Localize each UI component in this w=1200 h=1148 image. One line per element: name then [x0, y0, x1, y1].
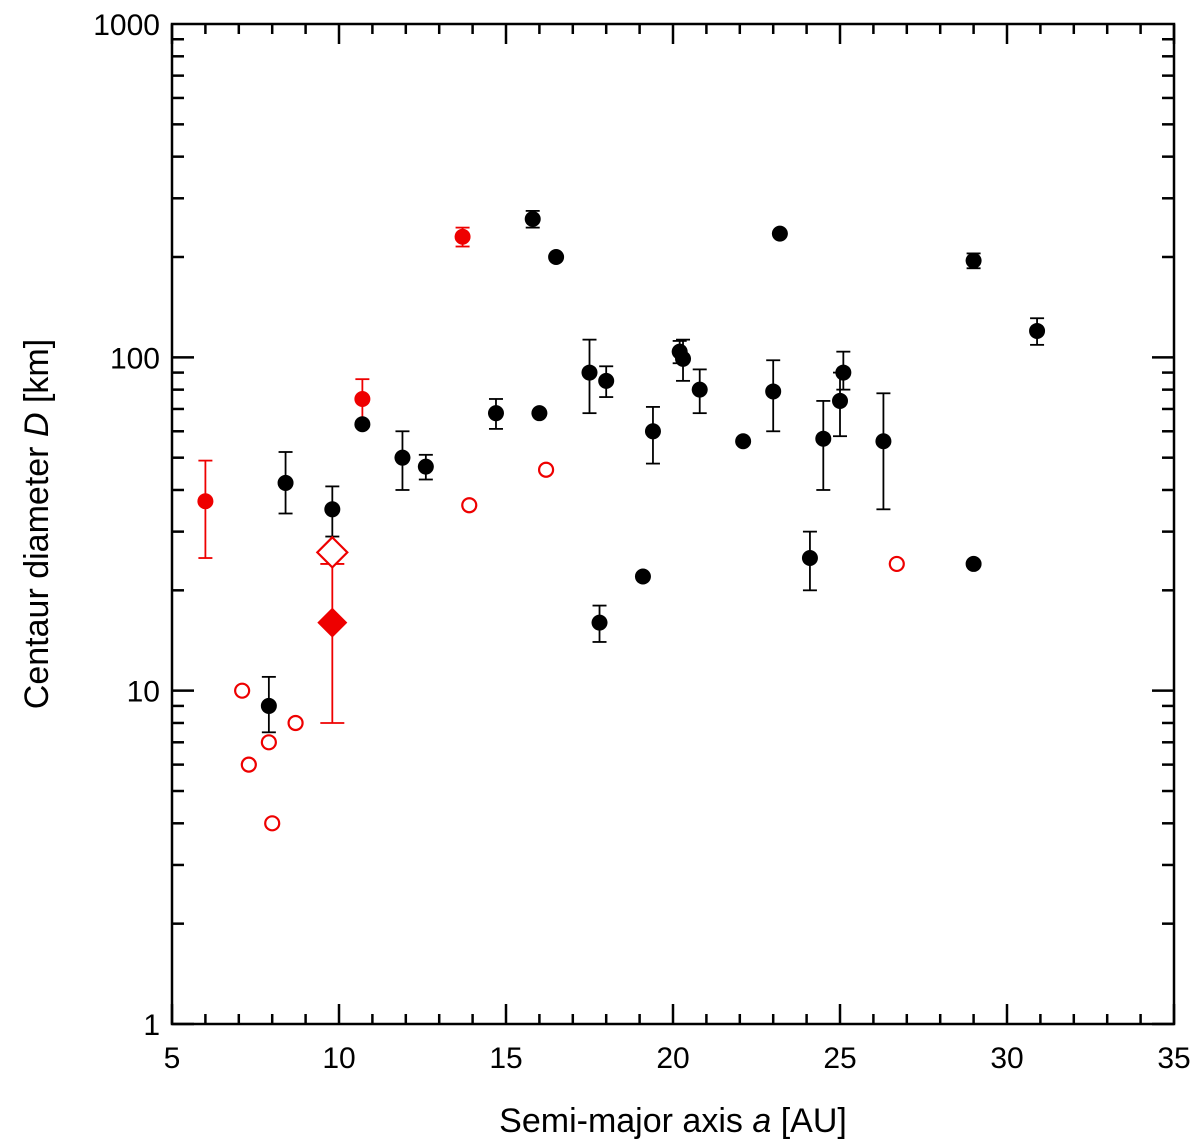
- data-point: [354, 416, 371, 433]
- x-axis-label: Semi-major axis a [AU]: [499, 1102, 847, 1140]
- data-point: [1029, 322, 1046, 339]
- data-point: [531, 405, 548, 422]
- data-point: [454, 228, 471, 245]
- data-point: [524, 211, 541, 228]
- data-point-open: [234, 682, 251, 699]
- y-tick-label: 10: [127, 676, 160, 709]
- data-point: [417, 458, 434, 475]
- y-tick-label: 1: [143, 1009, 160, 1042]
- data-point: [197, 493, 214, 510]
- error-bars: [198, 209, 1045, 734]
- data-point: [815, 430, 832, 447]
- axis-ticks: [170, 24, 1176, 1026]
- x-axis-label-symbol: a: [752, 1102, 771, 1140]
- data-point: [675, 350, 692, 367]
- x-tick-label: 25: [823, 1042, 856, 1075]
- data-markers: [197, 211, 1046, 832]
- data-point: [394, 449, 411, 466]
- y-tick-label: 100: [110, 342, 160, 375]
- y-axis-label-unit: [km]: [18, 339, 56, 413]
- data-point-open: [888, 555, 905, 573]
- data-point: [875, 433, 892, 450]
- data-point-diamond-open: [315, 535, 349, 569]
- data-point: [691, 381, 708, 398]
- data-point: [277, 474, 294, 491]
- data-point: [765, 383, 782, 400]
- data-point: [771, 225, 788, 242]
- data-point-open: [287, 714, 304, 732]
- data-point: [644, 423, 661, 440]
- data-point: [487, 405, 504, 422]
- data-point: [581, 364, 598, 381]
- data-point: [835, 364, 852, 381]
- data-point-open: [260, 734, 277, 751]
- data-point: [965, 555, 982, 572]
- data-point: [591, 614, 608, 631]
- x-axis-label-text: Semi-major axis: [499, 1102, 752, 1140]
- data-point: [634, 568, 651, 585]
- data-point: [548, 248, 565, 265]
- x-tick-label: 10: [322, 1042, 355, 1075]
- data-point-open: [264, 815, 281, 832]
- y-axis-label: Centaur diameter D [km]: [18, 339, 56, 709]
- data-point-open: [240, 756, 257, 773]
- data-point: [832, 392, 848, 409]
- plot-area-frame: [170, 22, 1176, 1026]
- y-tick-label: 1000: [93, 9, 160, 42]
- x-tick-label: 20: [656, 1042, 689, 1075]
- y-axis-label-text: Centaur diameter: [18, 437, 56, 709]
- data-point: [354, 390, 371, 407]
- x-tick-label: 15: [489, 1042, 522, 1075]
- data-point: [598, 372, 615, 389]
- y-axis-label-symbol: D: [18, 412, 56, 437]
- data-point: [735, 433, 752, 450]
- data-point: [801, 550, 818, 567]
- data-point: [324, 501, 341, 518]
- x-tick-label: 5: [164, 1042, 181, 1075]
- axis-tick-labels: 5 10 15 20 25 30 35 1 10 100 1000: [93, 9, 1190, 1075]
- data-point-diamond: [317, 607, 348, 638]
- x-tick-label: 35: [1157, 1042, 1190, 1075]
- x-axis-label-unit: [AU]: [771, 1102, 847, 1140]
- data-point-open: [461, 497, 478, 514]
- x-tick-label: 30: [990, 1042, 1023, 1075]
- data-point: [965, 252, 982, 269]
- data-point: [260, 697, 277, 714]
- data-point-open: [537, 461, 555, 478]
